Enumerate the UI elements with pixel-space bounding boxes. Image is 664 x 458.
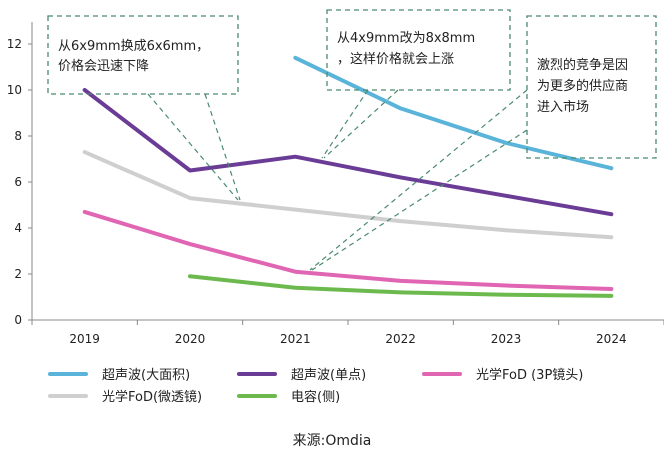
x-tick-label: 2021 xyxy=(280,332,311,346)
y-tick-label: 2 xyxy=(14,267,22,281)
y-tick-label: 12 xyxy=(7,37,22,51)
legend-label: 光学FoD(微透镜) xyxy=(102,390,203,405)
series-line xyxy=(82,209,614,291)
annotation-3-line-2: 为更多的供应商 xyxy=(537,78,628,94)
x-tick-label: 2024 xyxy=(596,332,627,346)
legend-item-optical-microlens: 光学FoD(微透镜) xyxy=(48,386,202,405)
line-chart: 0 2 4 6 8 10 12 2019 2020 2021 2022 2023 2024 从6x9mm… xyxy=(7,9,664,346)
x-tick-label: 2022 xyxy=(385,332,416,346)
series-line xyxy=(82,150,614,240)
annotation-2-line-1: 从4x9mm改为8x8mm xyxy=(337,31,475,46)
annotation-box-1: 从6x9mm换成6x6mm， 价格会迅速下降 xyxy=(47,15,239,95)
series-1 xyxy=(82,88,614,217)
legend-item-capacitive-side: 电容(侧) xyxy=(237,386,340,405)
series-lines xyxy=(82,55,614,298)
y-tick-label: 6 xyxy=(14,175,22,189)
y-tick-label: 8 xyxy=(14,129,22,143)
legend-label: 超声波(单点) xyxy=(291,368,367,383)
series-4 xyxy=(188,274,614,298)
annotations: 从6x9mm换成6x6mm， 价格会迅速下降 从4x9mm改为8x8mm ，这样… xyxy=(47,9,657,271)
x-tick-label: 2019 xyxy=(69,332,100,346)
legend-swatch xyxy=(48,371,88,376)
y-tick-label: 10 xyxy=(7,83,22,97)
source-note: 来源:Omdia xyxy=(292,433,372,449)
legend-item-ultrasonic-single: 超声波(单点) xyxy=(237,364,366,383)
legend-item-optical-3p: 光学FoD (3P镜头) xyxy=(422,364,583,383)
legend: 超声波(大面积) 超声波(单点) 光学FoD (3P镜头) 光学FoD(微透镜)… xyxy=(0,352,664,405)
annotation-1-line-1: 从6x9mm换成6x6mm， xyxy=(58,39,209,54)
annotation-3-line-1: 激烈的竞争是因 xyxy=(537,57,628,73)
legend-swatch xyxy=(237,393,277,398)
series-2 xyxy=(82,209,614,291)
legend-swatch xyxy=(48,393,88,398)
series-0 xyxy=(293,55,614,171)
legend-swatch xyxy=(237,371,277,376)
legend-label: 超声波(大面积) xyxy=(102,368,191,383)
x-tick-label: 2020 xyxy=(175,332,206,346)
annotation-box-2: 从4x9mm改为8x8mm ，这样价格就会上涨 xyxy=(326,9,511,91)
annotation-leader-lines xyxy=(147,89,528,271)
series-line xyxy=(82,88,614,217)
legend-item-ultrasonic-large: 超声波(大面积) xyxy=(48,364,190,383)
annotation-box-3: 激烈的竞争是因 为更多的供应商 进入市场 xyxy=(526,15,657,159)
series-3 xyxy=(82,150,614,240)
legend-label: 光学FoD (3P镜头) xyxy=(476,368,584,383)
annotation-2-line-2: ，这样价格就会上涨 xyxy=(337,51,454,67)
series-line xyxy=(293,55,614,171)
y-tick-label: 0 xyxy=(14,313,22,327)
y-tick-label: 4 xyxy=(14,221,22,235)
x-tick-label: 2023 xyxy=(491,332,522,346)
annotation-1-line-2: 价格会迅速下降 xyxy=(58,58,149,74)
legend-swatch xyxy=(422,371,462,376)
legend-label: 电容(侧) xyxy=(291,390,341,405)
axes: 0 2 4 6 8 10 12 2019 2020 2021 2022 2023 2024 xyxy=(7,22,664,346)
annotation-3-line-3: 进入市场 xyxy=(537,99,589,115)
